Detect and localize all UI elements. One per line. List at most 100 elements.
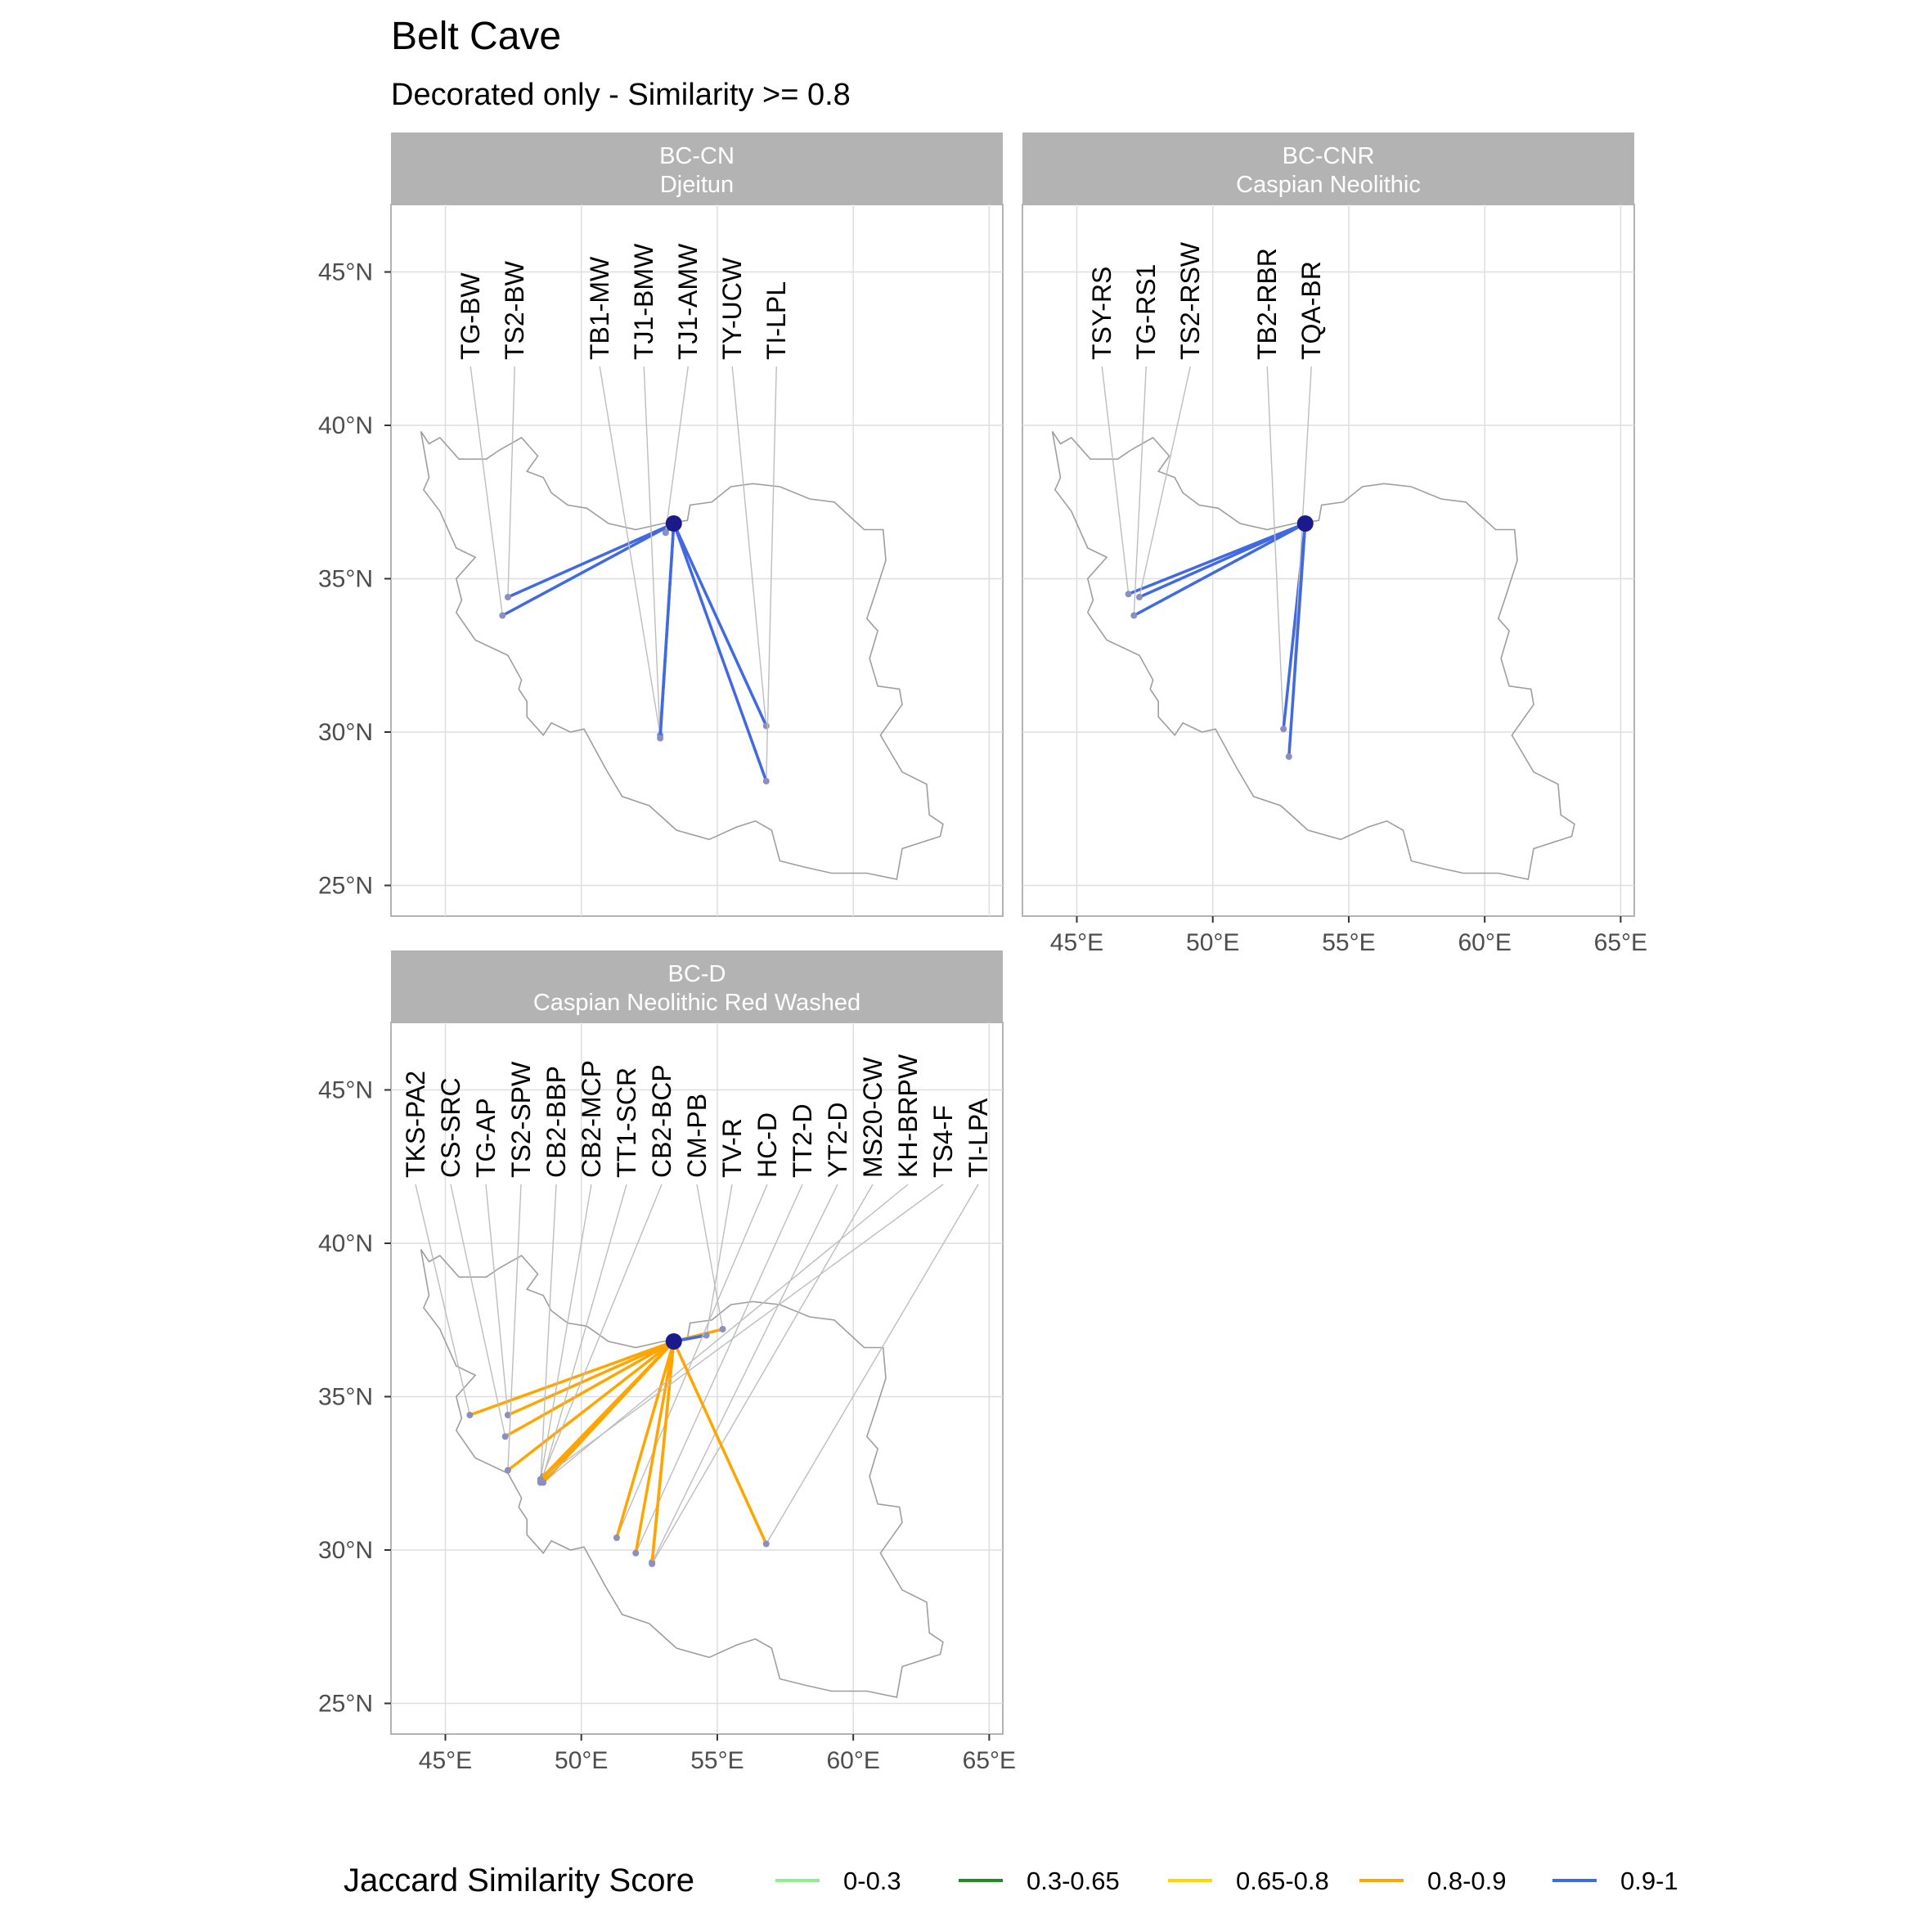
y-tick-label: 30°N — [318, 1537, 373, 1564]
country-outline — [420, 1249, 944, 1698]
site-point — [719, 1326, 726, 1332]
site-point — [1130, 612, 1138, 619]
site-label: TS2-RSW — [1175, 241, 1205, 360]
y-tick-label: 25°N — [318, 1691, 373, 1718]
site-label: YT2-D — [823, 1103, 852, 1178]
facet-panel: BC-CN Djeitun TG-BW TS2-BW TB1-MW TJ1-BMW TJ1-… — [390, 133, 1004, 917]
site-label: CM-PB — [682, 1094, 712, 1178]
x-tick-label: 45°E — [419, 1747, 472, 1774]
legend-label: 0.65-0.8 — [1236, 1867, 1329, 1895]
site-label: TI-LPL — [762, 281, 791, 360]
country-outline — [420, 431, 944, 880]
label-leader-line — [540, 1184, 592, 1480]
similarity-link — [501, 522, 675, 618]
site-label: TY-UCW — [717, 257, 747, 360]
similarity-link — [504, 1340, 675, 1438]
origin-point-belt-cave — [665, 515, 682, 532]
legend-label: 0.9-1 — [1620, 1867, 1678, 1895]
site-point — [1135, 594, 1143, 600]
site-point — [762, 722, 770, 730]
site-point — [499, 612, 506, 619]
facet-strip — [391, 950, 1003, 1022]
similarity-link — [658, 523, 676, 739]
y-tick-label: 45°N — [318, 1077, 373, 1104]
y-tick-label: 40°N — [318, 1230, 373, 1257]
similarity-link — [1139, 522, 1306, 599]
label-leader-line — [540, 1184, 944, 1480]
site-label: TB1-MW — [585, 256, 614, 360]
site-label: TG-BW — [456, 272, 485, 360]
y-tick-label: 35°N — [318, 566, 373, 593]
country-outline — [1051, 431, 1575, 880]
site-point — [1285, 753, 1292, 760]
label-leader-line — [507, 1184, 522, 1471]
site-label: TG-RS1 — [1131, 264, 1161, 360]
legend-title: Jaccard Similarity Score — [344, 1862, 694, 1898]
site-label: CS-SRC — [436, 1077, 465, 1178]
y-tick-label: 45°N — [318, 259, 373, 286]
site-label: TSY-RS — [1087, 267, 1117, 360]
label-leader-line — [507, 366, 515, 598]
figure-title: Belt Cave — [391, 15, 561, 58]
label-leader-line — [1133, 366, 1147, 616]
facet-strip — [391, 133, 1003, 204]
x-tick-label: 45°E — [1050, 929, 1103, 956]
site-point — [504, 594, 511, 600]
site-label: TJ1-AMW — [673, 243, 703, 360]
label-leader-line — [665, 366, 689, 533]
similarity-link — [506, 1340, 675, 1471]
x-tick-label: 60°E — [826, 1747, 879, 1774]
site-point — [662, 529, 669, 537]
site-point — [762, 1540, 770, 1548]
site-label: TS4-F — [928, 1105, 958, 1178]
figure-subtitle: Decorated only - Similarity >= 0.8 — [391, 78, 851, 112]
similarity-link — [672, 523, 768, 782]
site-point — [504, 1412, 511, 1418]
facet-strip-code: BC-CN — [659, 143, 735, 169]
y-tick-label: 25°N — [318, 873, 373, 900]
panel-background — [390, 204, 1004, 917]
site-point — [1125, 591, 1132, 598]
x-tick-label: 65°E — [1594, 929, 1647, 956]
facet-strip-name: Djeitun — [660, 172, 734, 198]
label-leader-line — [643, 366, 661, 739]
label-leader-line — [705, 1184, 733, 1336]
site-label: TI-LPA — [964, 1098, 993, 1178]
label-leader-line — [696, 1184, 724, 1330]
y-tick-label: 30°N — [318, 719, 373, 746]
site-point — [537, 1476, 544, 1483]
label-leader-line — [485, 1184, 509, 1416]
origin-point-belt-cave — [1296, 515, 1314, 532]
site-label: CB2-MCP — [577, 1060, 606, 1178]
label-leader-line — [470, 366, 503, 616]
y-tick-label: 40°N — [318, 412, 373, 439]
site-label: TQA-BR — [1296, 261, 1326, 360]
similarity-link — [615, 1341, 676, 1539]
facet-strip-code: BC-CNR — [1283, 143, 1375, 169]
origin-point-belt-cave — [665, 1333, 682, 1350]
label-leader-line — [651, 1184, 838, 1563]
x-tick-label: 50°E — [555, 1747, 608, 1774]
label-leader-line — [731, 366, 767, 726]
label-leader-line — [415, 1184, 471, 1416]
y-tick-label: 35°N — [318, 1384, 373, 1411]
site-point — [504, 1467, 511, 1474]
label-leader-line — [599, 366, 661, 735]
legend-label: 0-0.3 — [843, 1867, 901, 1895]
legend-label: 0.3-0.65 — [1027, 1867, 1120, 1895]
similarity-link — [507, 1340, 675, 1417]
legend: Jaccard Similarity Score 0-0.3 0.3-0.65 0.6… — [344, 1862, 1678, 1898]
site-point — [762, 778, 770, 784]
legend-label: 0.8-0.9 — [1427, 1867, 1507, 1895]
label-leader-line — [542, 1184, 627, 1477]
site-label: CB2-BCP — [647, 1064, 676, 1178]
label-leader-line — [766, 366, 777, 782]
site-label: TJ1-BMW — [629, 243, 658, 360]
similarity-link — [634, 1341, 676, 1554]
x-tick-label: 50°E — [1186, 929, 1239, 956]
site-label: TKS-PA2 — [401, 1071, 430, 1178]
site-label: TT1-SCR — [612, 1067, 641, 1178]
label-leader-line — [1266, 366, 1284, 730]
site-point — [632, 1549, 640, 1557]
